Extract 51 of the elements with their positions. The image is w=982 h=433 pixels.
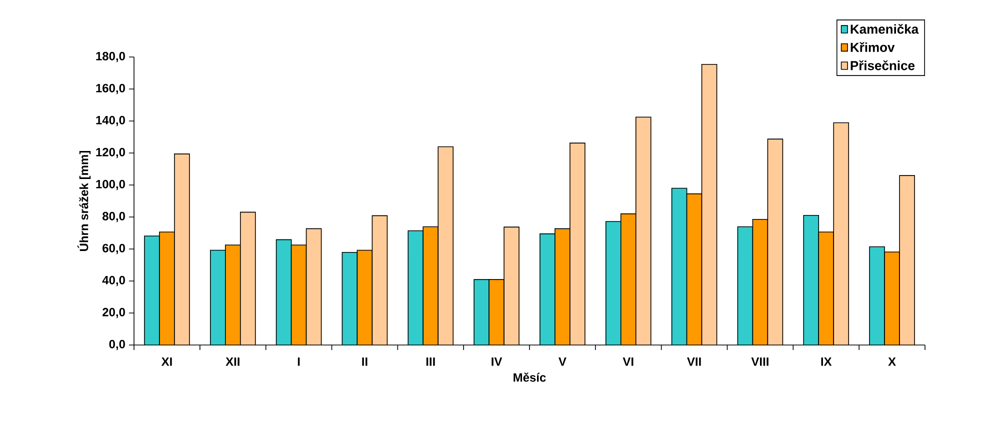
x-tick-label: IX	[821, 358, 832, 366]
x-tick-label: XII	[226, 358, 240, 366]
bar	[686, 194, 702, 345]
bar	[291, 244, 306, 345]
y-tick-label: 180,0	[96, 52, 125, 62]
x-axis-title: Měsíc	[514, 372, 546, 382]
x-tick-label: X	[888, 358, 896, 366]
bar	[357, 250, 372, 345]
x-tick-label: III	[426, 358, 435, 366]
bar	[174, 154, 190, 345]
legend-label: Křimov	[850, 42, 895, 52]
bar	[423, 226, 438, 345]
y-tick-label: 100,0	[96, 180, 125, 190]
bar	[768, 139, 783, 345]
bar	[240, 212, 256, 345]
bar	[752, 219, 768, 345]
bar	[702, 64, 717, 345]
y-tick-label: 160,0	[96, 84, 125, 94]
x-tick-label: V	[558, 358, 566, 366]
x-tick-label: IV	[492, 358, 502, 366]
legend-label: Kamenička	[850, 24, 919, 34]
bar	[818, 232, 834, 345]
bar	[159, 232, 174, 345]
x-tick-label: XI	[161, 358, 172, 366]
bar	[554, 228, 570, 345]
bar	[884, 252, 900, 345]
bar	[620, 214, 636, 345]
bar	[834, 122, 849, 345]
y-tick-label: 40,0	[102, 276, 125, 286]
x-tick-label: II	[362, 358, 368, 366]
x-tick-label: VII	[687, 358, 701, 366]
bar	[372, 216, 388, 345]
bar	[438, 146, 454, 345]
y-tick-label: 20,0	[102, 308, 125, 318]
bar	[306, 228, 322, 345]
x-tick-label: VI	[622, 358, 634, 366]
legend-label: Přisečnice	[850, 60, 915, 70]
bar	[899, 175, 915, 345]
bar	[225, 244, 240, 345]
x-tick-label: VIII	[751, 358, 768, 366]
y-tick-label: 60,0	[102, 244, 125, 254]
bar	[636, 117, 651, 345]
x-tick-label: I	[298, 358, 300, 366]
bar	[489, 280, 504, 345]
y-tick-label: 140,0	[96, 116, 125, 126]
y-axis-title: Úhrn srážek [mm]	[77, 151, 91, 251]
bar	[504, 227, 520, 345]
y-tick-label: 0,0	[109, 340, 125, 350]
y-tick-label: 80,0	[102, 212, 125, 222]
y-tick-label: 120,0	[96, 148, 125, 158]
bar	[570, 143, 585, 345]
